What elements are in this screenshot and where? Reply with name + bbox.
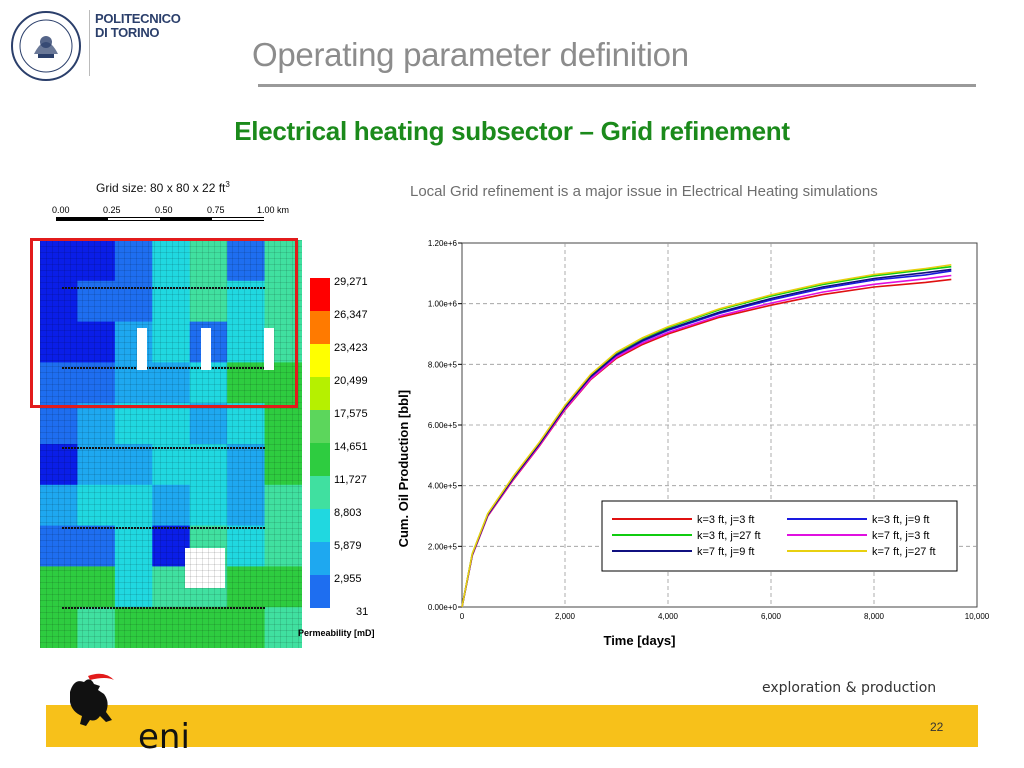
colorbar-swatch <box>310 410 330 443</box>
x-tick-label: 4,000 <box>658 612 679 621</box>
note-text: Local Grid refinement is a major issue i… <box>410 183 878 200</box>
colorbar-label: 11,727 <box>334 474 367 486</box>
colorbar-label: 5,879 <box>334 540 362 552</box>
x-tick-label: 0 <box>460 612 465 621</box>
x-tick-label: 2,000 <box>555 612 576 621</box>
colorbar-label: 20,499 <box>334 375 368 387</box>
eni-logo: eni <box>70 673 190 752</box>
colorbar-swatch <box>310 575 330 608</box>
permeability-colorbar: 29,271 26,347 23,423 20,499 17,575 14,651 11,7… <box>306 276 401 638</box>
x-tick-label: 10,000 <box>965 612 990 621</box>
y-tick-label: 8.00e+5 <box>428 360 458 369</box>
colorbar-label: 17,575 <box>334 408 368 420</box>
legend-label: k=3 ft, j=9 ft <box>872 514 929 526</box>
cumulative-oil-chart: 0 2,000 4,000 6,000 8,000 10,000 0.00e+0 2.00e+… <box>396 239 990 648</box>
scale-label-2: 0.50 <box>155 205 173 215</box>
x-axis-label: Time [days] <box>603 633 675 648</box>
series-line <box>461 264 952 608</box>
footer-bar <box>46 705 978 747</box>
legend-label: k=7 ft, j=3 ft <box>872 530 929 542</box>
slide-subtitle: Electrical heating subsector – Grid refi… <box>234 116 790 146</box>
y-tick-label: 6.00e+5 <box>428 421 458 430</box>
legend-label: k=7 ft, j=27 ft <box>872 546 936 558</box>
colorbar-title: Permeability [mD] <box>298 628 375 638</box>
scale-bar: 0.00 0.25 0.50 0.75 1.00 km <box>46 205 306 225</box>
colorbar-label: 31 <box>356 606 369 618</box>
colorbar-swatch <box>310 476 330 509</box>
colorbar-swatch <box>310 344 330 377</box>
x-tick-label: 6,000 <box>761 612 782 621</box>
legend-label: k=7 ft, j=9 ft <box>697 546 754 558</box>
colorbar-label: 26,347 <box>334 309 368 321</box>
colorbar-swatch <box>310 311 330 344</box>
scale-label-4: 1.00 km <box>257 205 290 215</box>
y-axis-label: Cum. Oil Production [bbl] <box>396 390 411 547</box>
colorbar-swatch <box>310 377 330 410</box>
series-line <box>461 268 952 608</box>
logo-divider <box>89 10 90 76</box>
university-name-line1: POLITECNICO <box>95 11 181 26</box>
legend-label: k=3 ft, j=27 ft <box>697 530 761 542</box>
colorbar-swatch <box>310 278 330 311</box>
university-name: POLITECNICO DI TORINO <box>95 12 181 40</box>
grid-caption-superscript: 3 <box>225 180 230 189</box>
legend-label: k=3 ft, j=3 ft <box>697 514 754 526</box>
colorbar-label: 23,423 <box>334 342 368 354</box>
grid-caption-text: Grid size: 80 x 80 x 22 ft <box>96 181 226 195</box>
y-tick-label: 2.00e+5 <box>428 542 458 551</box>
y-tick-label: 4.00e+5 <box>428 482 458 491</box>
footer-tagline: exploration & production <box>762 680 937 696</box>
x-tick-label: 8,000 <box>864 612 885 621</box>
colorbar-label: 29,271 <box>334 276 368 288</box>
grid-caption: Grid size: 80 x 80 x 22 ft3 <box>96 180 230 195</box>
university-seal-logo <box>11 11 81 81</box>
colorbar-swatch <box>310 509 330 542</box>
page-title: Operating parameter definition <box>252 36 689 73</box>
university-name-line2: DI TORINO <box>95 25 160 40</box>
scale-label-0: 0.00 <box>52 205 70 215</box>
scale-label-1: 0.25 <box>103 205 121 215</box>
colorbar-label: 14,651 <box>334 441 368 453</box>
colorbar-label: 2,955 <box>334 573 362 585</box>
y-tick-label: 1.20e+6 <box>428 239 458 248</box>
colorbar-swatch <box>310 542 330 575</box>
scale-label-3: 0.75 <box>207 205 225 215</box>
page-number: 22 <box>930 720 944 734</box>
header-rule <box>258 84 976 87</box>
colorbar-swatch <box>310 443 330 476</box>
colorbar-label: 8,803 <box>334 507 362 519</box>
y-tick-label: 0.00e+0 <box>428 603 458 612</box>
y-tick-label: 1.00e+6 <box>428 300 458 309</box>
highlight-box <box>30 238 298 408</box>
reservoir-permeability-grid <box>40 240 302 648</box>
eni-brand-text: eni <box>138 717 190 752</box>
